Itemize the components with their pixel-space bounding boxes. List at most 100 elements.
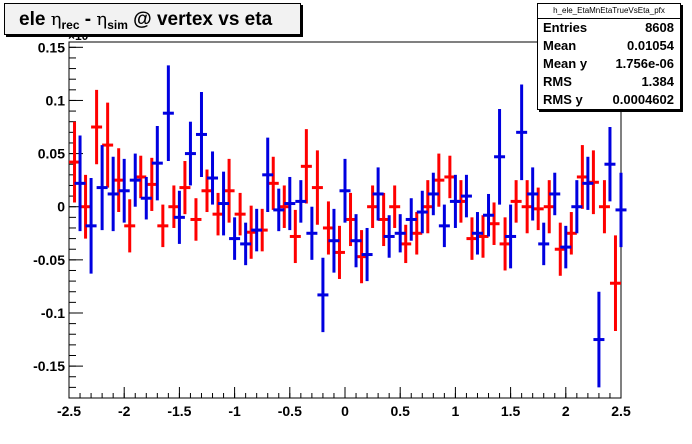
- data-point: [135, 155, 147, 199]
- y-tick-label: -0.15: [33, 358, 65, 374]
- x-tick-label: -1.5: [167, 403, 191, 419]
- data-point: [609, 235, 621, 332]
- data-point: [350, 214, 362, 268]
- y-tick-labels: -0.15 -0.1 -0.05 0 0.05 0.1 0.15: [33, 39, 65, 374]
- data-point: [422, 180, 434, 234]
- stats-value: 1.756e-06: [615, 56, 674, 71]
- x-tick-labels: -2.5 -2 -1.5 -1 -0.5 0 0.5 1 1.5 2 2.5: [57, 403, 631, 419]
- data-point: [411, 212, 423, 255]
- data-point: [615, 172, 627, 248]
- data-point: [251, 208, 263, 252]
- eta-symbol: η: [96, 9, 108, 30]
- data-point: [356, 230, 368, 284]
- data-point: [234, 192, 246, 236]
- stats-row: Mean 0.01054: [538, 37, 680, 55]
- stats-row: Entries 8608: [538, 19, 680, 37]
- data-point: [471, 212, 483, 255]
- data-point: [317, 257, 329, 333]
- data-marks: [69, 65, 627, 388]
- stats-value: 1.384: [641, 74, 674, 89]
- stats-label: Mean: [543, 38, 577, 53]
- title-part: ele: [19, 9, 51, 30]
- x-tick-label: 2.5: [611, 403, 631, 419]
- data-point: [477, 215, 489, 258]
- data-point: [438, 204, 450, 248]
- data-point: [383, 215, 395, 258]
- data-point: [262, 137, 274, 213]
- stats-row: RMS y 0.0004602: [538, 91, 680, 109]
- data-point: [367, 185, 379, 228]
- data-point: [400, 224, 412, 264]
- data-point: [80, 174, 92, 239]
- data-point: [483, 193, 495, 237]
- data-point: [604, 127, 616, 202]
- data-point: [74, 135, 86, 232]
- data-point: [510, 180, 522, 223]
- data-point: [146, 157, 158, 211]
- x-tick-label: 1: [452, 403, 460, 419]
- data-point: [339, 158, 351, 223]
- data-point: [140, 176, 152, 220]
- data-point: [444, 155, 456, 199]
- data-point: [598, 180, 610, 234]
- data-point: [372, 167, 384, 221]
- data-point: [593, 291, 605, 388]
- data-point: [499, 217, 511, 271]
- data-point: [190, 198, 202, 241]
- data-point: [527, 167, 539, 221]
- y-tick-label: 0.15: [38, 39, 65, 55]
- data-point: [416, 190, 428, 234]
- axis-ticks: [68, 46, 622, 398]
- x-tick-label: 0: [341, 403, 349, 419]
- y-tick-label: 0.1: [46, 92, 66, 108]
- data-point: [466, 217, 478, 260]
- data-point: [289, 209, 301, 264]
- data-point: [306, 206, 318, 260]
- data-point: [378, 192, 390, 247]
- data-point: [516, 84, 528, 181]
- data-point: [582, 156, 594, 210]
- chart-title: ele ηrec - ηsim @ vertex vs eta: [4, 3, 301, 35]
- x-tick-label: -2.5: [57, 403, 81, 419]
- data-point: [129, 153, 141, 207]
- data-point: [361, 227, 373, 282]
- data-point: [576, 145, 588, 209]
- x-tick-label: -1: [228, 403, 241, 419]
- x-tick-label: 1.5: [501, 403, 521, 419]
- data-point: [549, 172, 561, 216]
- data-point: [394, 214, 406, 253]
- x-tick-label: 2: [562, 403, 570, 419]
- data-point: [565, 212, 577, 255]
- stats-box: h_ele_EtaMnEtaTrueVsEta_pfx Entries 8608 …: [537, 3, 681, 110]
- data-point: [184, 121, 196, 186]
- subscript-rec: rec: [61, 18, 80, 32]
- x-tick-label: 0.5: [390, 403, 410, 419]
- eta-symbol: η: [50, 9, 62, 30]
- data-point: [295, 180, 307, 223]
- data-point: [538, 222, 550, 266]
- data-point: [532, 187, 544, 231]
- data-point: [322, 201, 334, 255]
- data-point: [69, 121, 81, 203]
- x-tick-label: -0.5: [278, 403, 302, 419]
- data-point: [311, 150, 323, 225]
- stats-value: 0.0004602: [612, 92, 674, 107]
- data-point: [102, 102, 114, 188]
- data-point: [107, 156, 119, 232]
- subscript-sim: sim: [107, 18, 128, 32]
- data-point: [201, 169, 213, 213]
- data-point: [427, 172, 439, 216]
- data-point: [207, 151, 219, 205]
- stats-label: RMS y: [543, 92, 583, 107]
- data-point: [91, 89, 103, 165]
- data-point: [560, 225, 572, 269]
- data-point: [218, 171, 230, 236]
- data-point: [543, 180, 555, 234]
- stats-label: Mean y: [543, 56, 588, 71]
- data-point: [333, 225, 345, 279]
- data-point: [245, 205, 257, 259]
- data-point: [212, 192, 224, 236]
- data-point: [151, 125, 163, 201]
- data-point: [449, 174, 461, 228]
